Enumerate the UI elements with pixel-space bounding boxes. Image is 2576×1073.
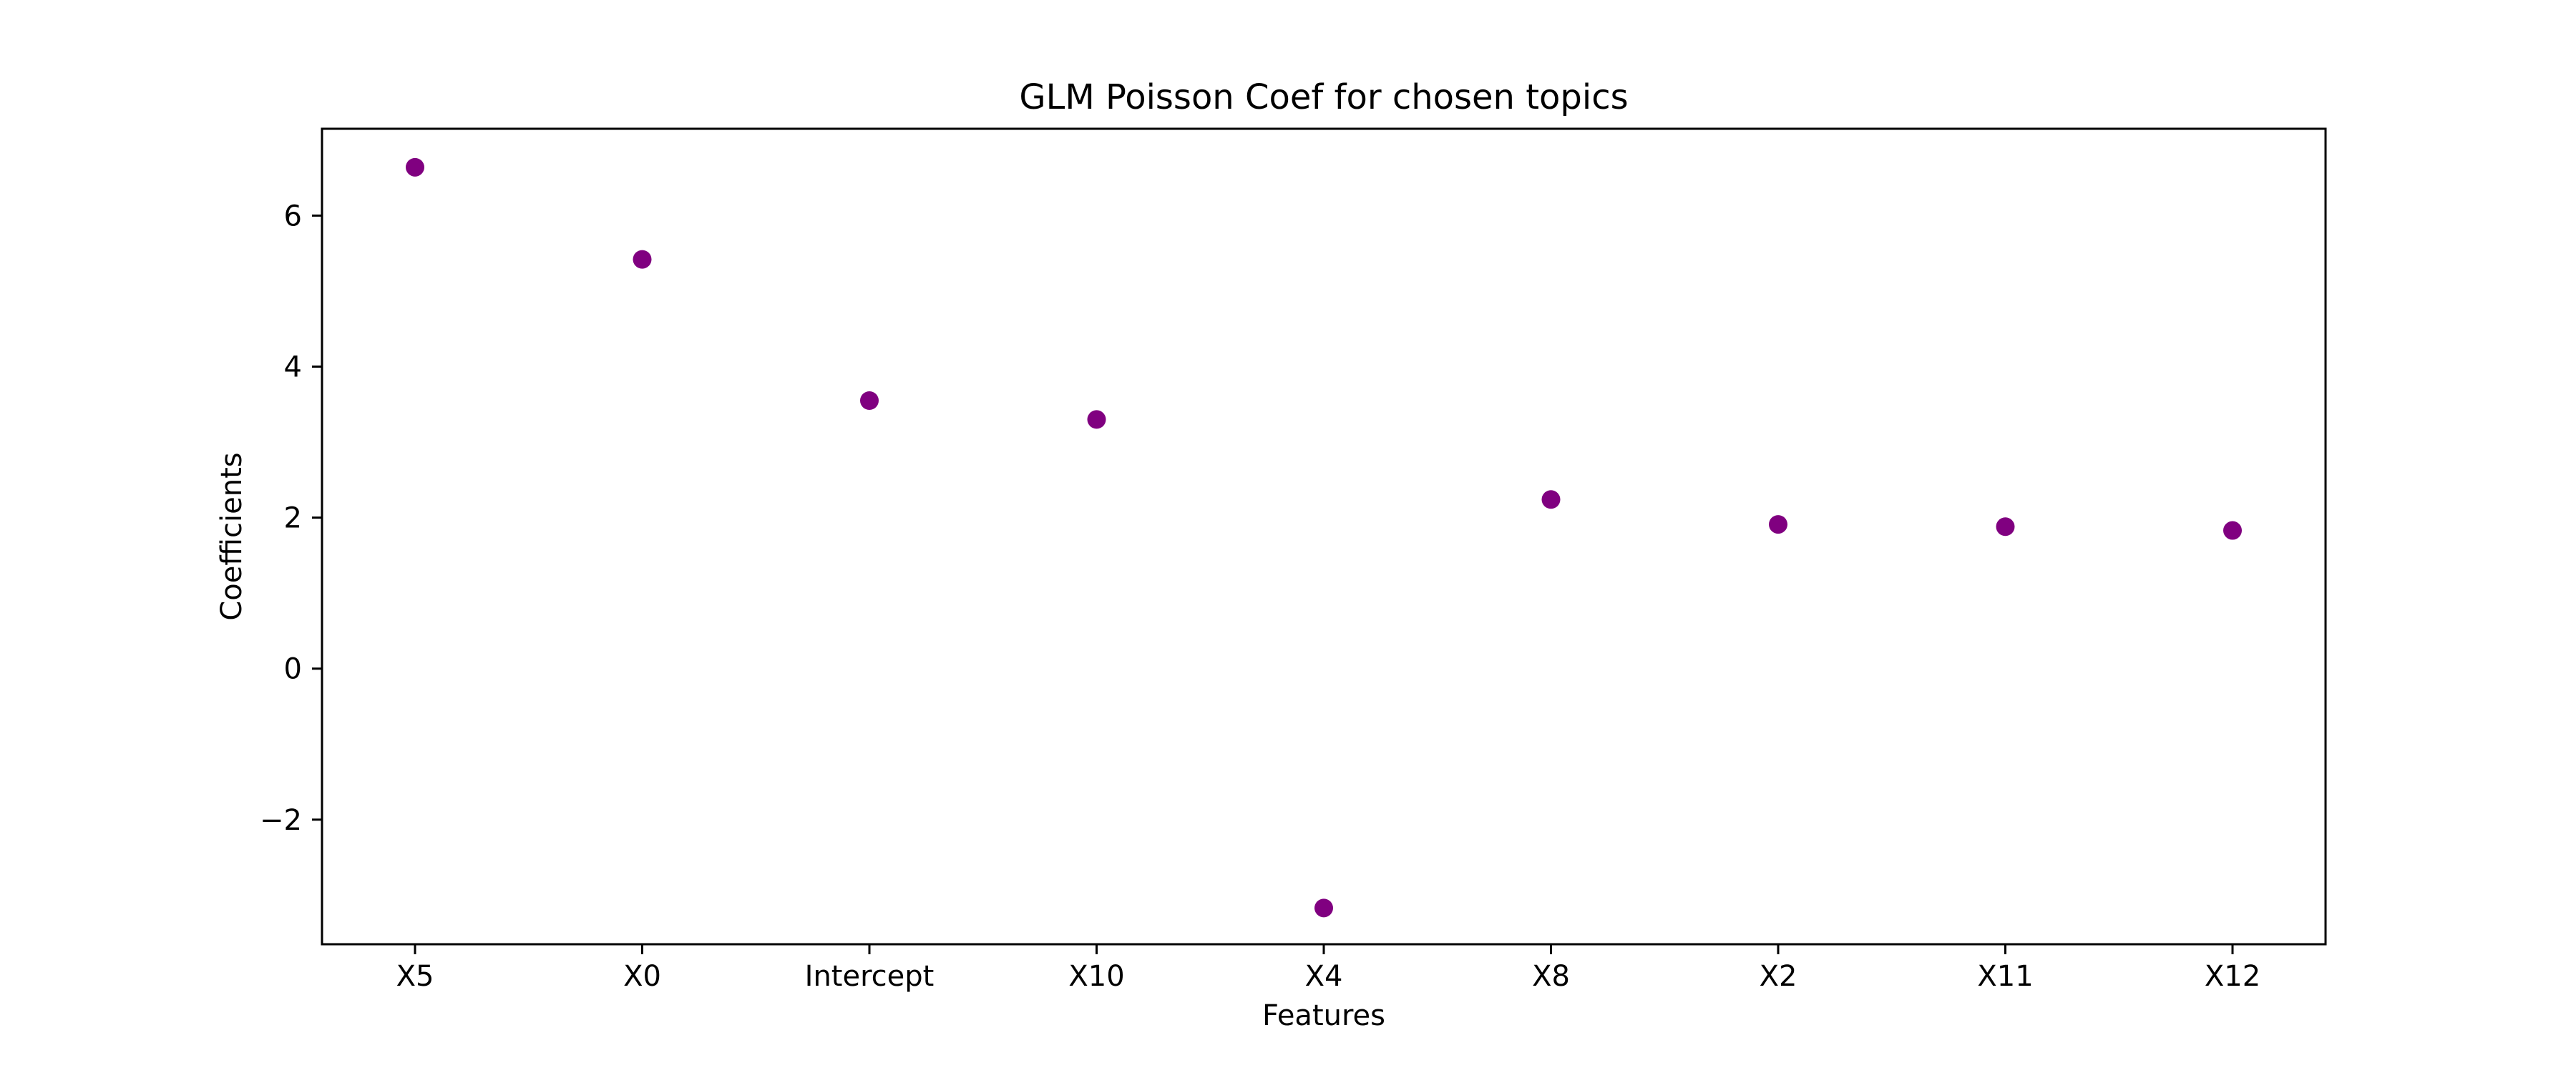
data-point-x4: [1314, 898, 1333, 918]
y-axis-label: Coefficients: [215, 452, 248, 620]
data-point-intercept: [860, 391, 879, 410]
plot-frame: [321, 127, 2327, 946]
y-tick-label: 0: [284, 653, 302, 686]
chart-title: GLM Poisson Coef for chosen topics: [1019, 77, 1628, 117]
x-tick-label: X2: [1760, 960, 1797, 993]
x-axis-label: Features: [1262, 999, 1385, 1032]
data-point-x10: [1087, 410, 1106, 429]
x-tick-label: Intercept: [805, 960, 935, 993]
data-point-x12: [2223, 521, 2242, 540]
y-tick-label: 2: [284, 502, 302, 535]
data-point-x8: [1541, 490, 1561, 509]
data-point-x0: [633, 250, 652, 269]
data-point-x11: [1996, 517, 2015, 536]
x-tick-label: X12: [2205, 960, 2260, 993]
data-point-x5: [406, 157, 424, 177]
ticks-layer: X5 X0 Intercept X10 X4 X8 X2 X11 X12 −2 0 2 4 6: [260, 200, 2260, 993]
x-tick-label: X4: [1305, 960, 1343, 993]
x-tick-label: X10: [1068, 960, 1124, 993]
y-tick-label: −2: [260, 804, 302, 837]
data-point-x2: [1769, 515, 1787, 534]
points-layer: [406, 157, 2242, 918]
y-tick-label: 6: [284, 200, 302, 232]
y-tick-label: 4: [284, 351, 302, 384]
x-tick-label: X5: [396, 960, 434, 993]
x-tick-label: X0: [623, 960, 661, 993]
x-tick-label: X8: [1532, 960, 1570, 993]
x-tick-label: X11: [1977, 960, 2033, 993]
